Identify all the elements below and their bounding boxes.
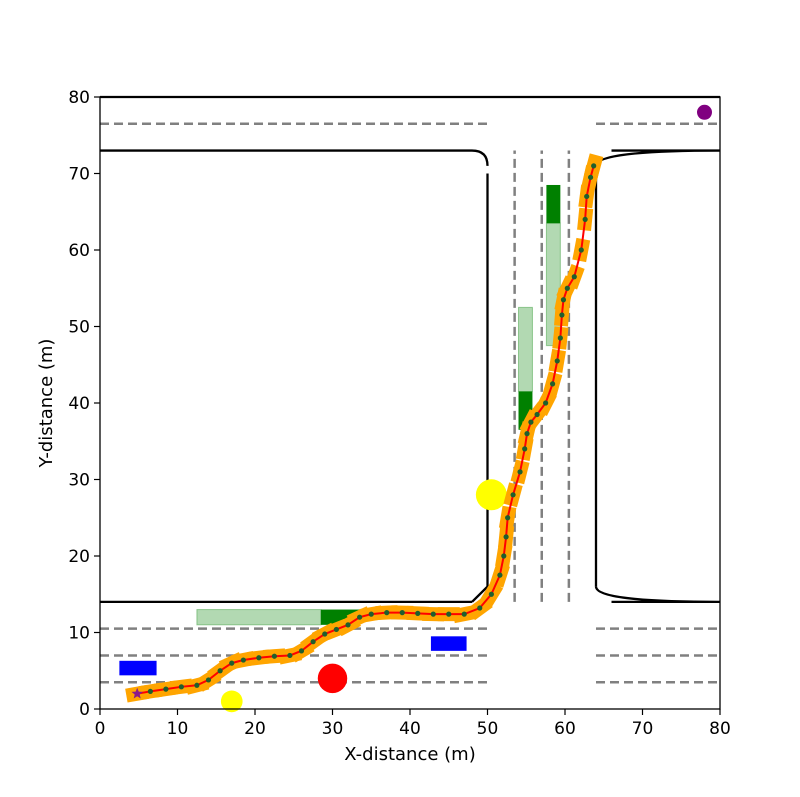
- trajectory-waypoint: [147, 688, 153, 695]
- predicted-vehicle-region: [196, 609, 322, 626]
- trajectory-waypoint: [550, 381, 556, 387]
- x-tick-label: 80: [709, 719, 731, 739]
- trajectory-waypoint: [399, 610, 405, 616]
- trajectory-waypoint: [582, 216, 588, 222]
- road-edge: [594, 586, 721, 604]
- trajectory-waypoint: [534, 411, 540, 418]
- x-tick-label: 30: [322, 719, 344, 739]
- trajectory-waypoint: [497, 572, 503, 578]
- trajectory-waypoint: [322, 631, 328, 637]
- trajectory-waypoint: [194, 682, 200, 688]
- trajectory-waypoint: [505, 515, 511, 521]
- objects-layer: [119, 104, 712, 713]
- trajectory-waypoint: [461, 611, 467, 617]
- trajectory-waypoint: [205, 677, 212, 683]
- trajectory-waypoint: [229, 660, 235, 666]
- trajectory-layer: [125, 153, 604, 703]
- trajectory-waypoint: [271, 653, 277, 659]
- trajectory-waypoint: [488, 591, 494, 597]
- trajectory-waypoint: [501, 553, 507, 559]
- y-tick-label: 60: [68, 241, 90, 261]
- trajectory-waypoint: [298, 648, 305, 654]
- trajectory-waypoint: [368, 611, 374, 617]
- y-tick-label: 40: [68, 394, 90, 414]
- trajectory-waypoint: [240, 657, 246, 663]
- goal-marker: [697, 104, 712, 120]
- trajectory-waypoint: [517, 469, 523, 475]
- trajectory-waypoint: [543, 400, 549, 406]
- trajectory-waypoint: [564, 285, 570, 291]
- x-tick-label: 50: [477, 719, 499, 739]
- x-tick-label: 70: [632, 719, 654, 739]
- trajectory-waypoint: [560, 297, 567, 303]
- y-tick-label: 0: [79, 700, 90, 720]
- trajectory-waypoint: [333, 626, 339, 633]
- road-layer: [100, 95, 721, 684]
- trajectory-waypoint: [510, 492, 516, 498]
- trajectory-waypoint: [446, 611, 452, 617]
- y-axis-label: Y-distance (m): [36, 339, 57, 469]
- road-edge: [594, 149, 721, 167]
- predicted-vehicle-region: [518, 306, 533, 393]
- trajectory-waypoint: [477, 605, 483, 611]
- road-edge: [471, 173, 489, 603]
- x-tick-label: 20: [244, 719, 266, 739]
- trajectory-waypoint: [430, 611, 436, 617]
- trajectory-waypoint: [559, 312, 565, 318]
- trajectory-waypoint: [524, 431, 530, 437]
- trajectory-waypoint: [584, 193, 590, 200]
- trajectory-waypoint: [163, 686, 169, 692]
- x-tick-label: 0: [95, 719, 106, 739]
- trajectory-waypoint: [554, 358, 560, 364]
- trajectory-waypoint: [287, 652, 293, 659]
- trajectory-waypoint: [587, 174, 594, 180]
- trajectory-waypoint: [384, 610, 390, 616]
- y-tick-label: 10: [68, 624, 90, 644]
- blue-vehicle: [430, 636, 467, 651]
- trajectory-waypoint: [522, 446, 528, 452]
- blue-vehicle: [119, 660, 157, 676]
- obstacle-circle: [475, 479, 507, 511]
- y-tick-label: 20: [68, 547, 90, 567]
- y-tick-label: 70: [68, 165, 90, 185]
- axes-layer: 0 10 20 30 40 50 60 70 80 0 10 20 30 40 50 60 70 80: [68, 88, 730, 739]
- trajectory-waypoint: [591, 163, 597, 169]
- trajectory-waypoint: [345, 622, 351, 628]
- x-tick-label: 10: [167, 719, 189, 739]
- trajectory-waypoint: [557, 335, 563, 341]
- trajectory-waypoint: [217, 668, 223, 674]
- x-tick-label: 40: [399, 719, 421, 739]
- trajectory-waypoint: [178, 684, 184, 690]
- y-tick-label: 30: [68, 471, 90, 491]
- y-tick-label: 50: [68, 318, 90, 338]
- trajectory-line: [137, 165, 595, 695]
- trajectory-waypoint: [256, 655, 262, 661]
- trajectory-waypoint: [415, 610, 421, 616]
- obstacle-circle: [220, 690, 243, 713]
- trajectory-waypoint: [357, 614, 363, 620]
- green-vehicle: [546, 184, 561, 224]
- trajectory-waypoint: [503, 534, 509, 540]
- y-tick-label: 80: [68, 88, 90, 108]
- start-marker: [131, 687, 143, 699]
- x-tick-label: 60: [554, 719, 576, 739]
- obstacle-circle: [317, 663, 348, 694]
- trajectory-waypoint: [528, 419, 534, 425]
- trajectory-waypoint: [578, 247, 584, 253]
- road-edge: [100, 149, 489, 166]
- trajectory-waypoint: [310, 639, 316, 645]
- x-axis-label: X-distance (m): [344, 744, 476, 765]
- trajectory-waypoint: [571, 274, 577, 280]
